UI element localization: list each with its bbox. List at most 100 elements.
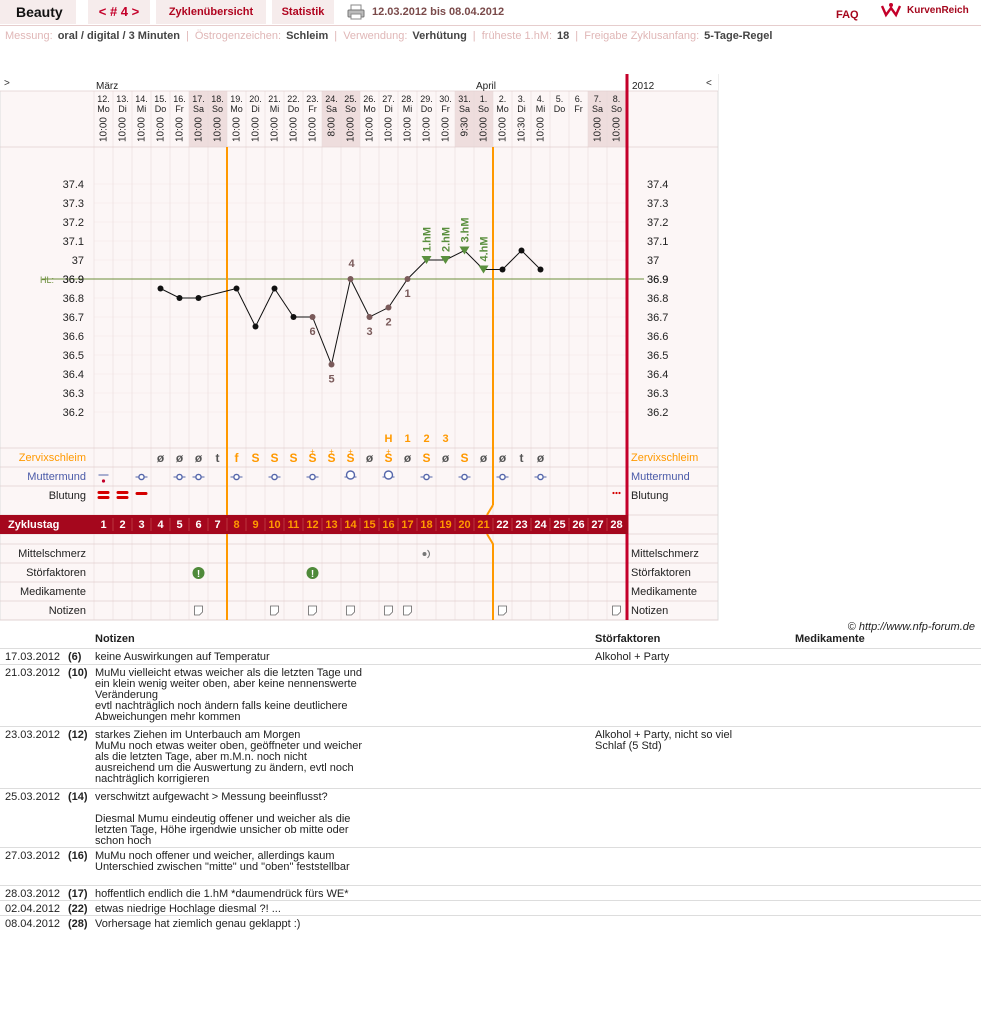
disturbance-icon [192,567,205,579]
y-tick-left: 36.3 [63,388,84,400]
row-note: starkes Ziehen im Unterbauch am Morgen M… [95,729,363,785]
row-label-right: Medikamente [631,586,697,598]
brand-name[interactable]: KurvenReich [907,5,969,16]
date-label: 18. [211,94,224,104]
row-disturbance: Alkohol + Party [595,651,670,663]
date-label: 8. [613,94,621,104]
note-icon [270,605,279,616]
date-label: 3. [518,94,526,104]
time-label: 10:00 [213,117,224,142]
low-temp-point [347,276,354,282]
row-date: 23.03.2012 [5,729,61,741]
medication-header: Medikamente [795,633,865,645]
time-label: 10:00 [270,117,281,142]
weekday-label: Mi [270,104,280,114]
low-temp-point [328,361,335,368]
date-label: 22. [287,94,300,104]
y-tick-right: 36.7 [647,312,668,324]
row-date: 28.03.2012 [5,888,61,900]
y-tick-right: 36.6 [647,331,668,343]
date-label: 27. [382,94,395,104]
y-tick-left: 36.9 [63,274,84,286]
cervical-mucus-symbol: S [460,451,468,465]
notes-header: Notizen [95,633,135,645]
weekday-label: Mi [137,104,147,114]
y-tick-right: 36.3 [647,388,668,400]
low-temp-point [309,314,316,320]
tab-statistics[interactable]: Statistik [272,0,334,24]
cervical-mucus-symbol: ø [366,451,374,465]
cycle-day-number: 9 [252,519,258,531]
tab-cycle-overview[interactable]: Zyklenübersicht [156,0,266,24]
time-label: 9:30 [460,117,471,137]
row-day: (6) [68,651,82,663]
time-label: 10:00 [156,117,167,142]
cycle-day-label: Zyklustag [8,519,59,531]
cervical-mucus-symbol: ø [176,451,184,465]
time-label: 10:30 [517,117,528,142]
time-label: 10:00 [479,117,490,142]
cervical-mucus-plus: + [386,447,391,456]
temperature-point [252,323,259,330]
date-label: 19. [230,94,243,104]
cervix-icon [537,473,544,481]
y-tick-left: 37 [72,255,84,267]
weekend-header-shade [341,91,360,147]
date-label: 14. [135,94,148,104]
y-tick-right: 36.9 [647,274,668,286]
brand-logo-icon[interactable] [880,2,902,20]
row-day: (17) [68,888,88,900]
use-label: Verwendung: [343,30,408,42]
cervix-icon [271,473,278,481]
measure-value: oral / digital / 3 Minuten [57,30,180,42]
cycle-day-number: 11 [288,519,300,531]
bleeding-spotting-icon [612,491,615,495]
cervix-low-icon [101,479,106,483]
faq-link[interactable]: FAQ [836,9,859,21]
time-label: 10:00 [441,117,452,142]
disturbance-icon [306,567,319,579]
row-note: verschwitzt aufgewacht > Messung beeinfl… [95,791,351,847]
cycle-day-number: 20 [458,519,470,531]
y-tick-right: 36.9 [647,274,668,286]
y-tick-left: 36.5 [63,350,84,362]
cervix-icon [383,470,394,480]
table-row: 23.03.2012 (12) starkes Ziehen im Unterbau… [0,726,981,788]
cycle-navigation[interactable]: < # 4 > [88,0,150,24]
temperature-point [233,285,240,292]
y-tick-left: 37.3 [63,198,84,210]
table-row: 21.03.2012 (10) MuMu vielleicht etwas weic… [0,664,981,726]
row-label-right: Mittelschmerz [631,548,699,560]
row-label-left: Notizen [49,605,86,617]
weekday-label: Fr [441,104,450,114]
cycle-day-number: 28 [610,519,622,531]
fertile-end-line [486,504,494,620]
nav-left: > [4,78,10,89]
weekday-label: Do [288,104,300,114]
cervical-mucus-symbol: t [520,451,524,465]
low-temp-point [366,314,373,320]
print-icon[interactable] [347,4,365,20]
row-day: (16) [68,850,88,862]
row-note: Vorhersage hat ziemlich genau geklappt :… [95,918,301,930]
date-label: 15. [154,94,167,104]
cycle-day-number: 22 [496,519,508,531]
date-label: 24. [325,94,338,104]
cycle-day-number: 15 [363,519,375,531]
date-label: 2. [499,94,507,104]
weekday-label: Fr [308,104,317,114]
bleeding-medium-icon [135,492,148,495]
cycle-day-number: 24 [534,519,547,531]
cycle-day-bar [0,515,628,534]
row-label-right: Zervixschleim [631,452,698,464]
cervix-icon [195,473,202,481]
row-date: 08.04.2012 [5,918,61,930]
row-label-left: Medikamente [20,586,86,598]
peak-label: 3 [442,433,448,445]
cervical-mucus-symbol: S [308,451,316,465]
y-tick-right: 37.1 [647,236,668,248]
row-label-left: Blutung [49,490,86,502]
cycle-day-number: 3 [138,519,144,531]
weekday-label: Mo [230,104,243,114]
peak-label: 1 [404,433,410,445]
